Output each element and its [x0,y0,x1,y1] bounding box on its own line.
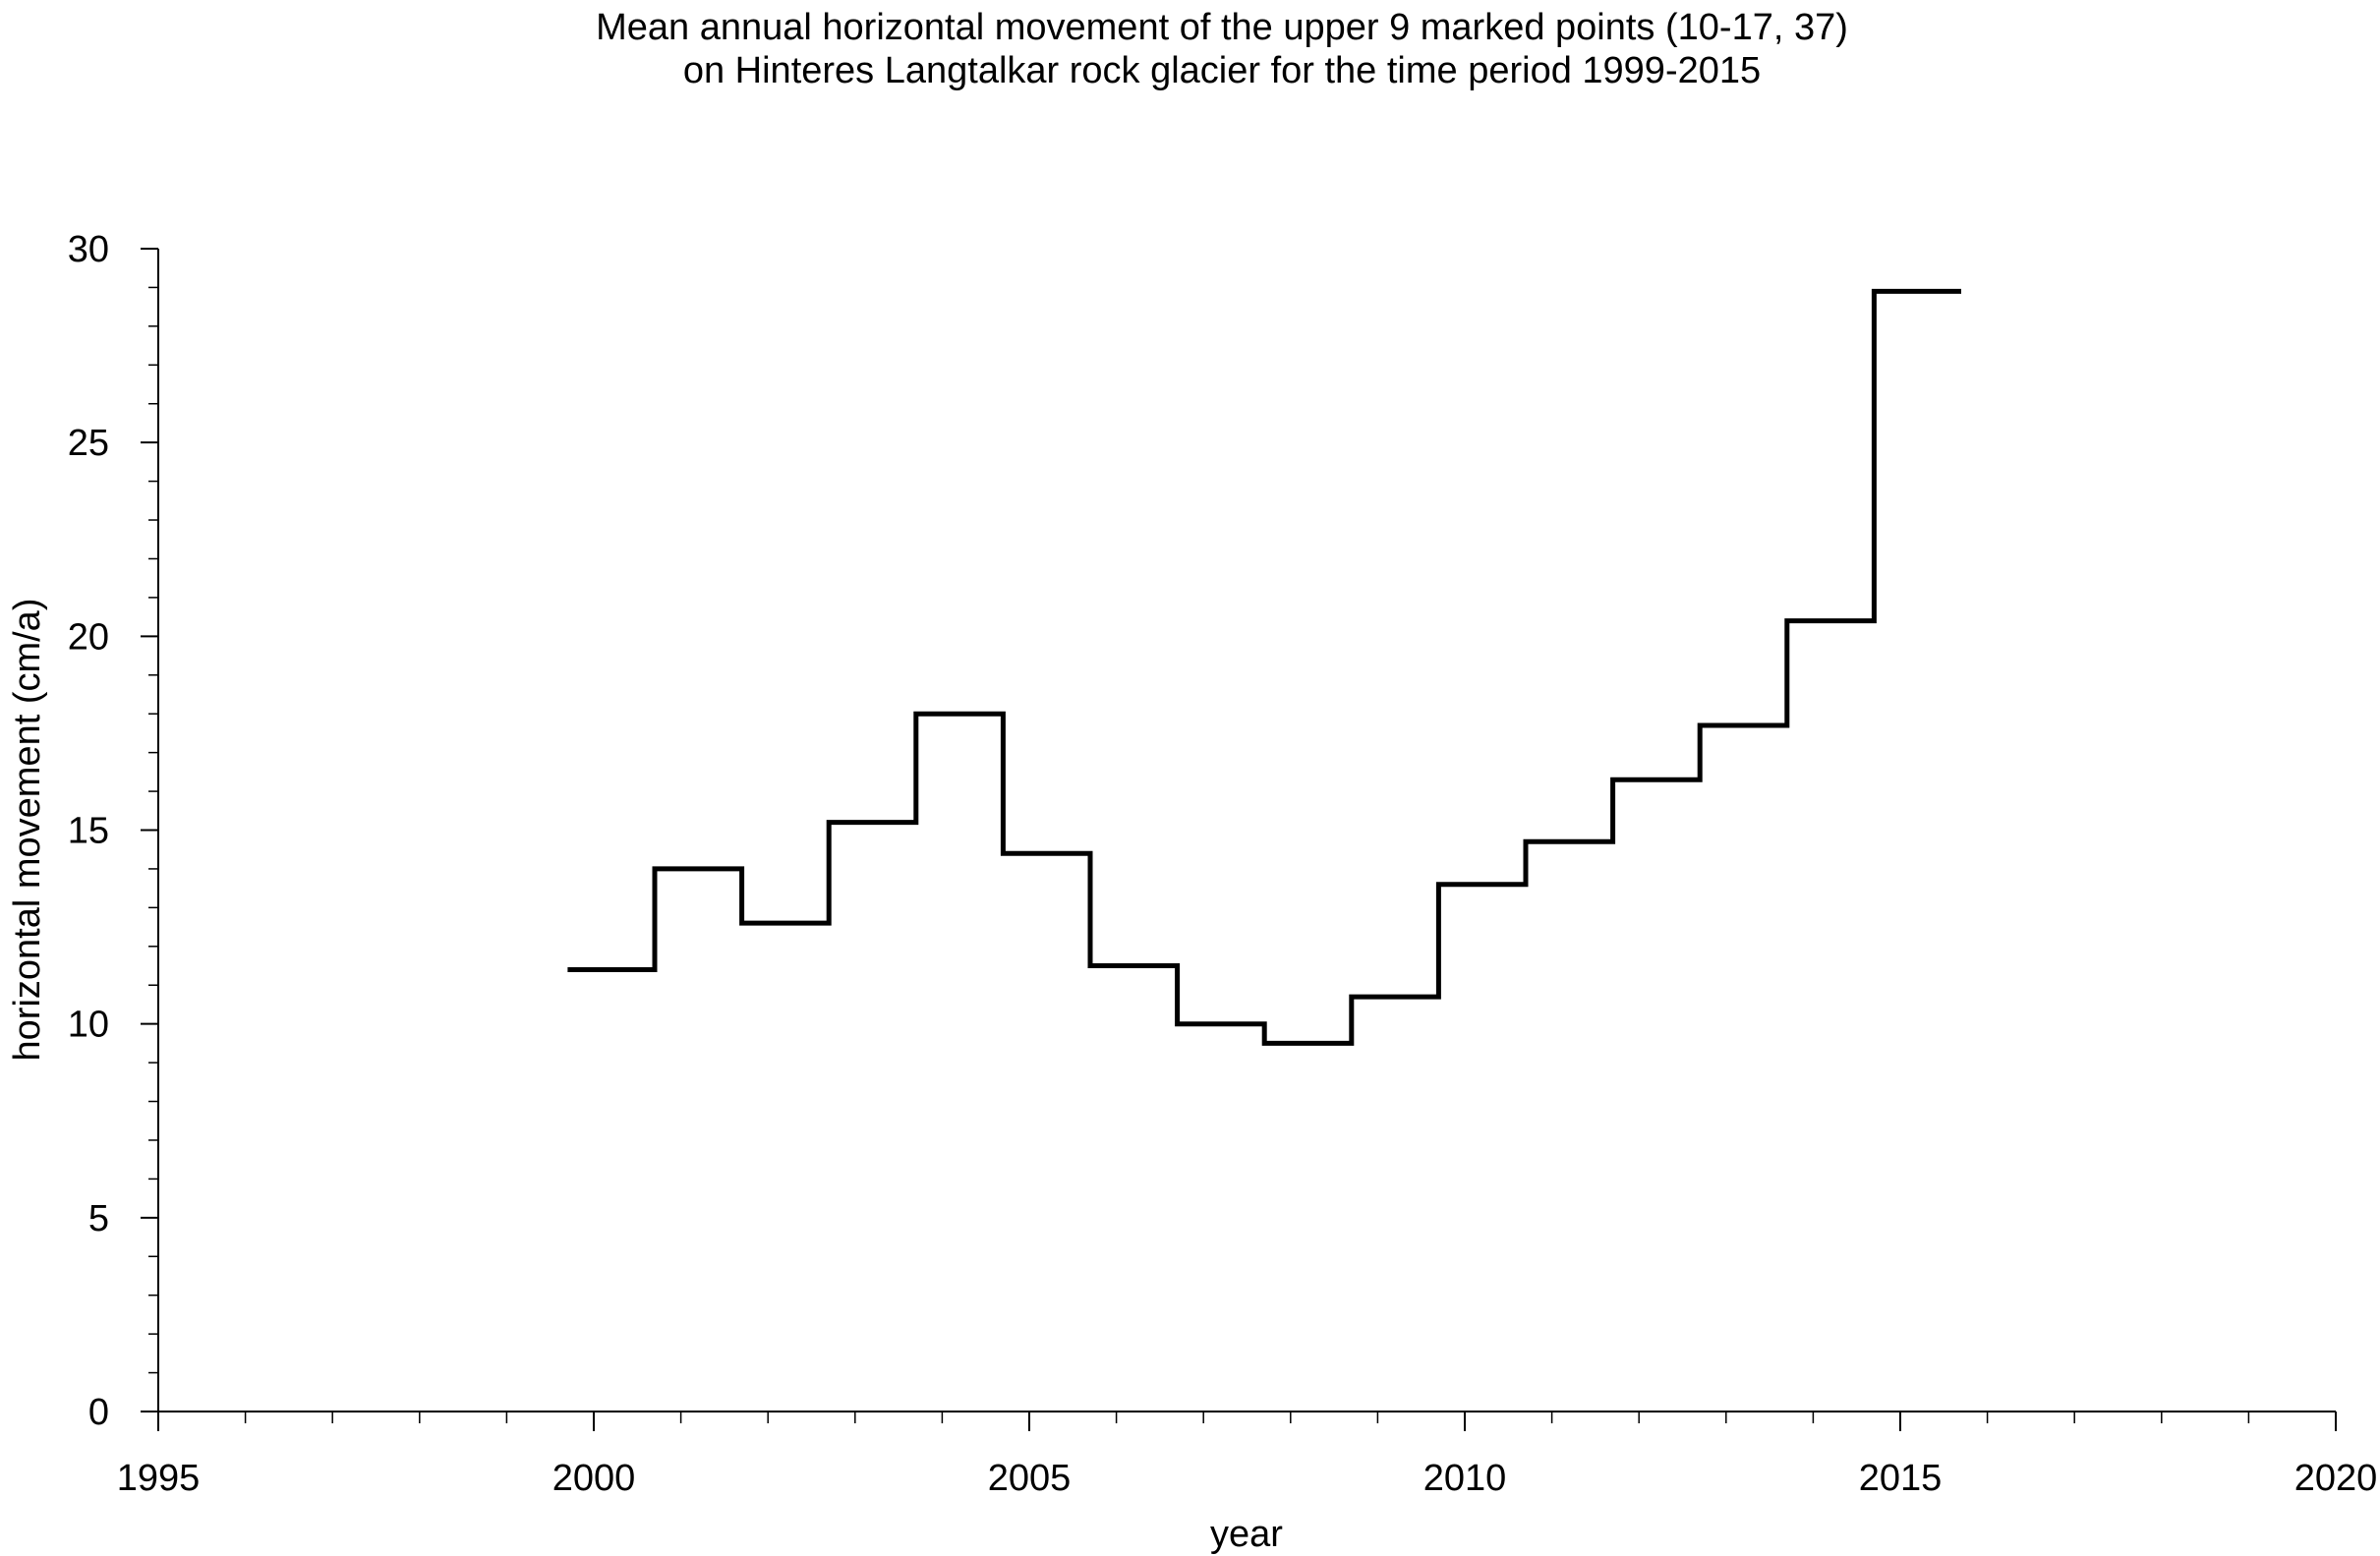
y-tick-label: 25 [68,423,109,464]
y-tick-label: 10 [68,1005,109,1046]
y-tick-label: 30 [68,229,109,270]
x-tick-label: 2015 [1859,1458,1943,1499]
x-tick-label: 1995 [117,1458,201,1499]
chart-title: Mean annual horizontal movement of the u… [596,7,1848,48]
axes [157,249,2336,1412]
y-tick-label: 15 [68,811,109,852]
x-ticks: 1995 2000 2005 2010 2015 2020 [117,1412,2378,1499]
x-tick-label: 2000 [552,1458,636,1499]
chart-subtitle: on Hinteres Langtalkar rock glacier for … [683,50,1761,91]
x-axis-label: year [1210,1514,1283,1555]
series-layer [567,288,1961,1046]
y-tick-label: 20 [68,616,109,658]
y-ticks: 0 5 10 15 20 25 30 [68,229,158,1433]
y-tick-label: 5 [88,1198,109,1239]
x-tick-label: 2010 [1423,1458,1507,1499]
y-tick-label: 0 [88,1392,109,1433]
x-tick-label: 2020 [2294,1458,2378,1499]
x-tick-label: 2005 [988,1458,1072,1499]
y-axis-label: horizontal movement (cm/a) [7,599,48,1062]
step-line-series [567,288,1961,1046]
